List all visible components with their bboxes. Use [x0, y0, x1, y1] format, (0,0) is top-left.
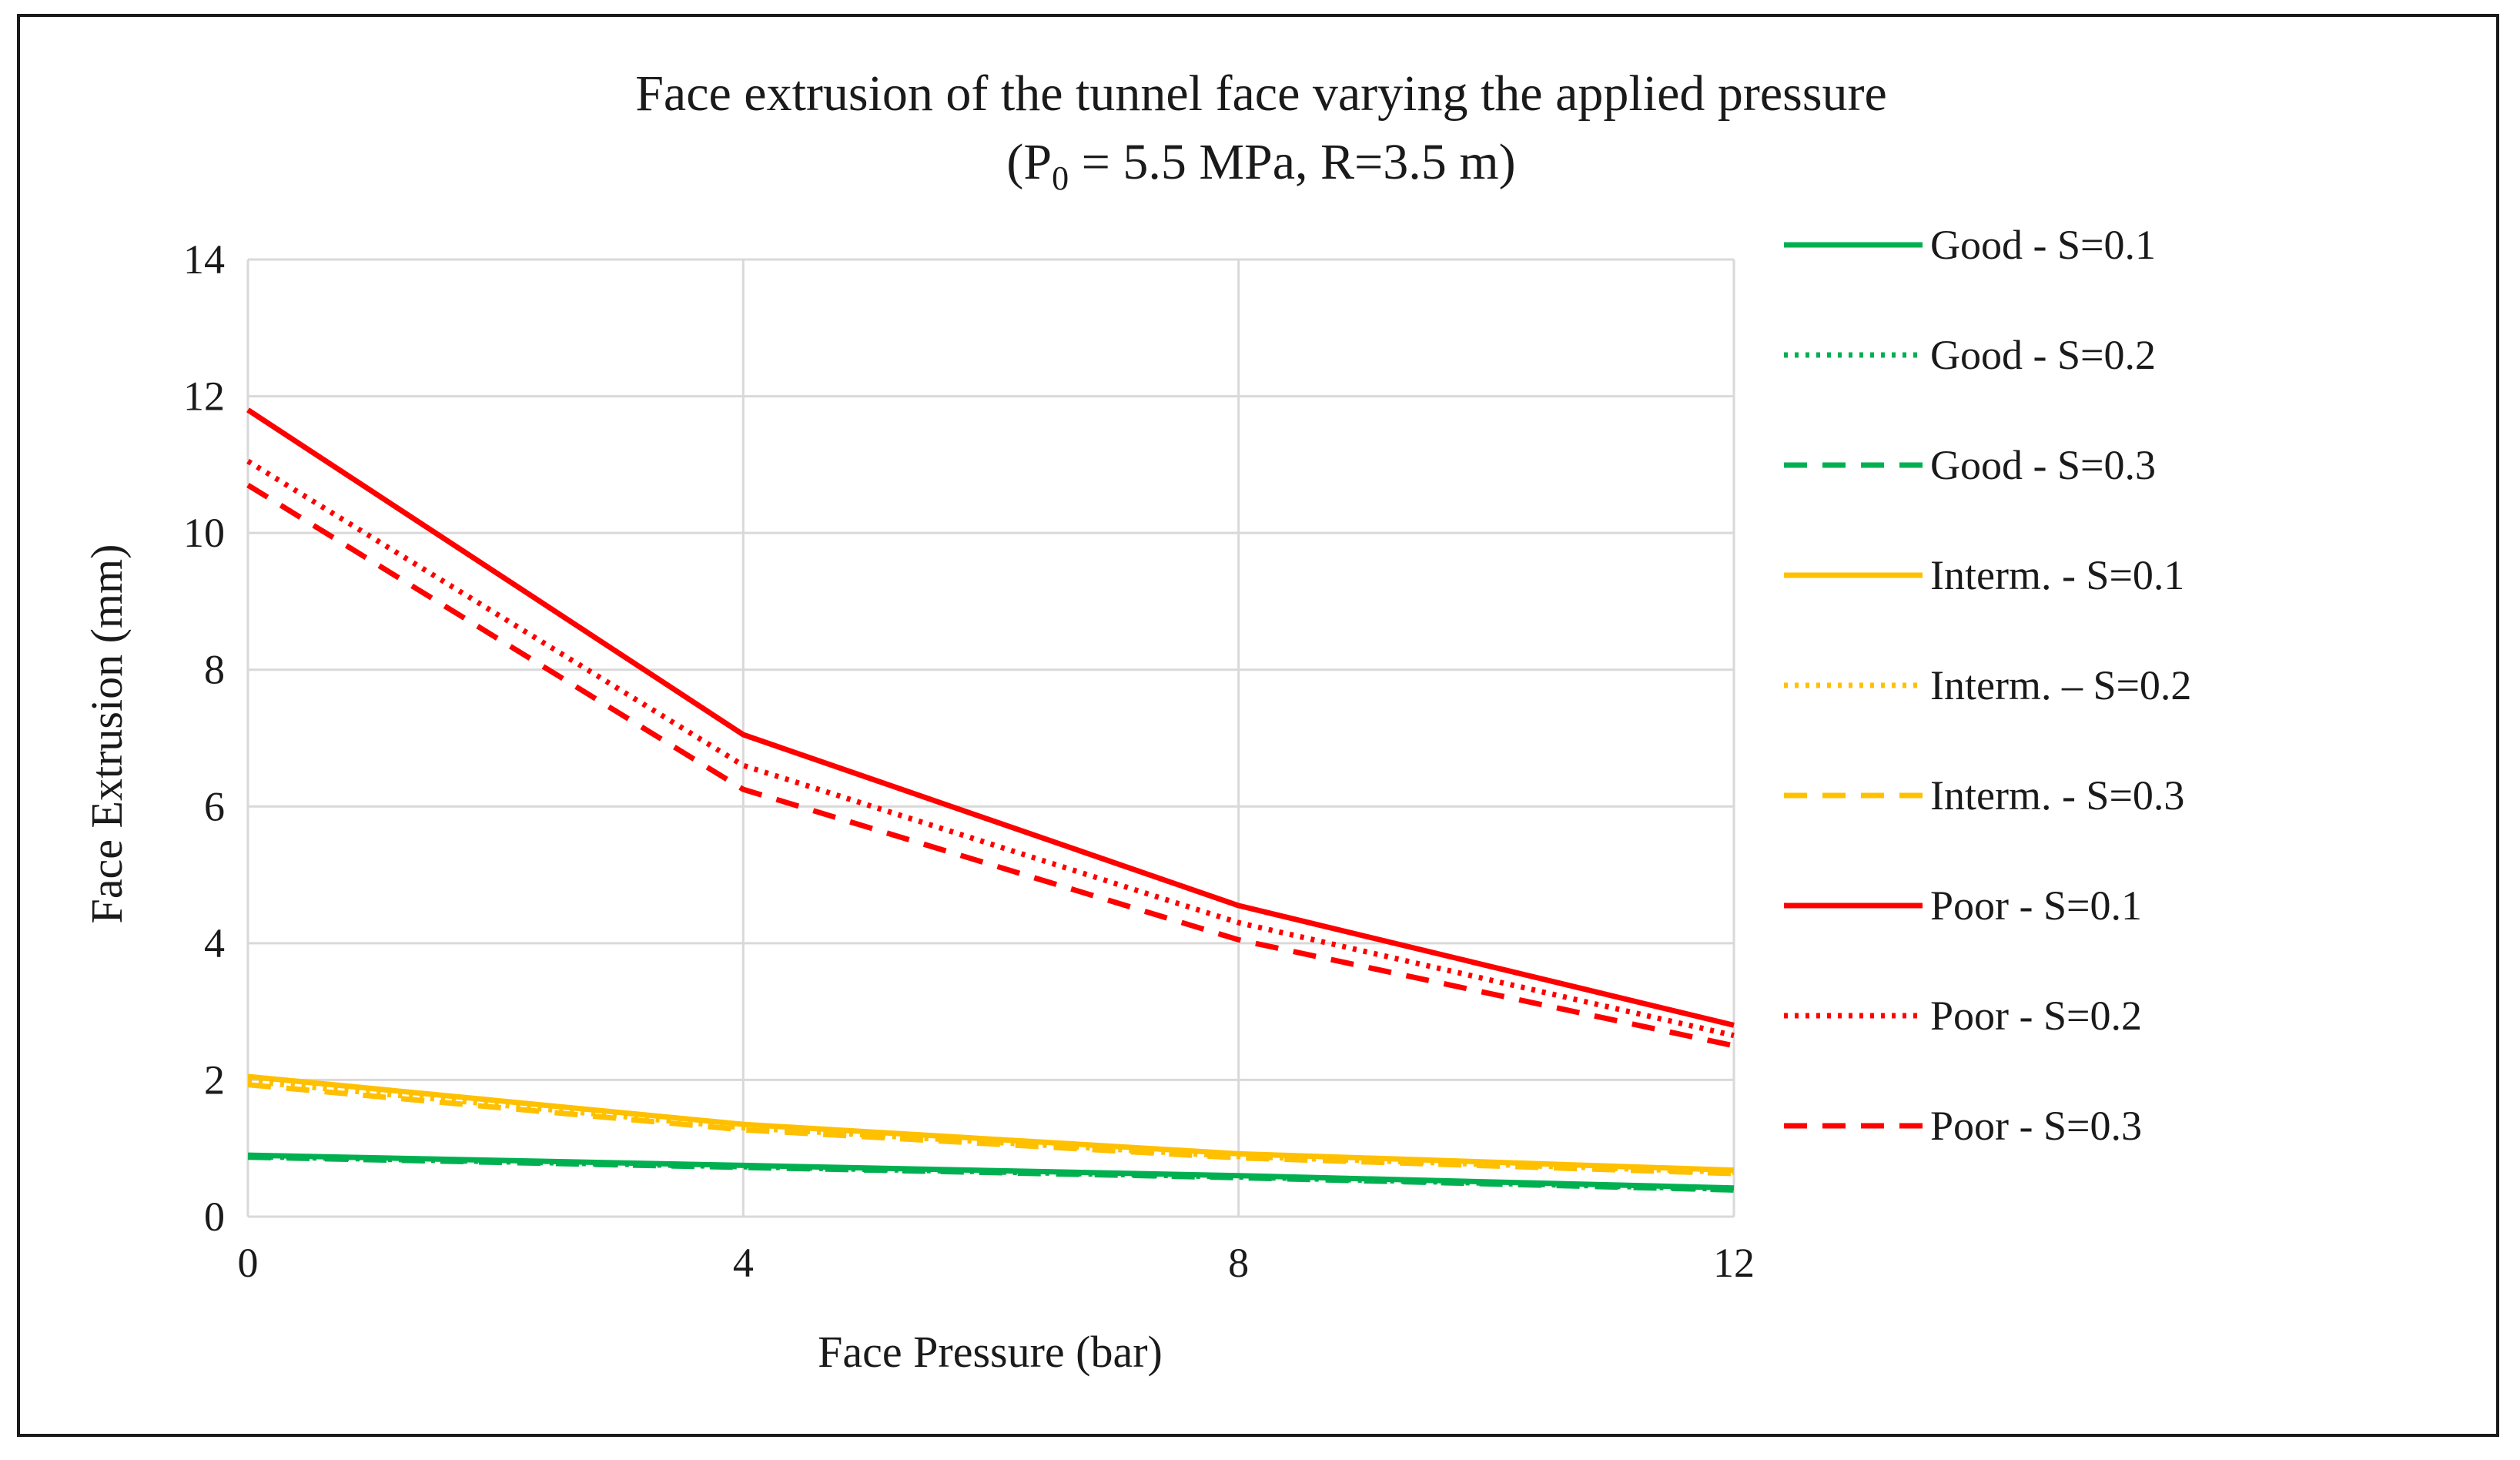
x-axis-label: Face Pressure (bar) [818, 1327, 1163, 1377]
y-axis-label: Face Extrusion (mm) [82, 544, 132, 924]
series-line-9 [246, 483, 1735, 1049]
legend-label: Poor - S=0.2 [1930, 993, 2142, 1039]
legend-label: Interm. - S=0.3 [1930, 772, 2184, 819]
y-tick-label: 14 [183, 236, 225, 283]
legend: Good - S=0.1 Good - S=0.2 Good - S=0.3 Inte… [1784, 222, 2191, 1149]
legend-label: Interm. – S=0.2 [1930, 662, 2191, 708]
legend-label: Poor - S=0.3 [1930, 1103, 2142, 1149]
legend-label: Good - S=0.1 [1930, 222, 2156, 268]
y-tick-label: 4 [204, 920, 225, 966]
legend-label: Good - S=0.3 [1930, 442, 2156, 488]
y-tick-label: 12 [183, 373, 225, 420]
y-tick-label: 10 [183, 510, 225, 556]
y-tick-label: 2 [204, 1056, 225, 1103]
legend-label: Good - S=0.2 [1930, 332, 2156, 378]
series-line-3 [247, 1154, 1735, 1193]
y-axis-ticks: 0 2 4 6 8 10 12 14 [183, 236, 225, 1240]
chart-subtitle: (P0 = 5.5 MPa, R=3.5 m) [1006, 134, 1515, 197]
series-line-7 [246, 407, 1735, 1028]
y-tick-label: 8 [204, 647, 225, 693]
y-tick-label: 6 [204, 783, 225, 829]
x-tick-label: 4 [733, 1240, 754, 1286]
x-tick-label: 0 [238, 1240, 259, 1286]
series-line-8 [246, 458, 1735, 1039]
series-line-6 [247, 1082, 1735, 1177]
chart-title: Face extrusion of the tunnel face varyin… [635, 65, 1887, 122]
series-line-4 [247, 1073, 1735, 1174]
gridlines [246, 258, 1735, 1218]
series-lines [246, 407, 1735, 1193]
legend-label: Poor - S=0.1 [1930, 882, 2142, 929]
chart-frame [17, 14, 2499, 1437]
x-tick-label: 12 [1713, 1240, 1755, 1286]
x-tick-label: 8 [1228, 1240, 1249, 1286]
y-tick-label: 0 [204, 1194, 225, 1240]
legend-label: Interm. - S=0.1 [1930, 552, 2184, 598]
x-axis-ticks: 0 4 8 12 [238, 1240, 1755, 1286]
